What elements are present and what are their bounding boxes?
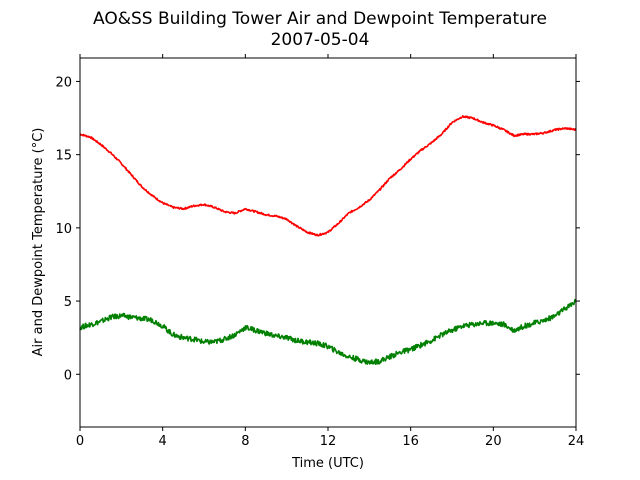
x-tick-label: 20 xyxy=(485,434,502,449)
chart-subtitle: 2007-05-04 xyxy=(271,30,370,50)
x-axis-label: Time (UTC) xyxy=(291,456,364,471)
x-tick-label: 8 xyxy=(241,434,249,449)
y-tick-label: 20 xyxy=(55,75,72,90)
y-tick-label: 0 xyxy=(64,368,72,383)
y-tick-label: 15 xyxy=(55,149,72,164)
series-line-dewpoint xyxy=(79,298,577,366)
x-tick-label: 16 xyxy=(402,434,419,449)
x-tick-label: 0 xyxy=(76,434,84,449)
plot-area: 0 4 8 12 16 20 24 0 5 10 15 20 xyxy=(55,54,584,449)
y-axis-label: Air and Dewpoint Temperature (°C) xyxy=(31,128,46,357)
x-tick-label: 12 xyxy=(320,434,337,449)
series-line-air-temperature xyxy=(79,115,577,237)
x-tick-label: 4 xyxy=(159,434,167,449)
chart-title: AO&SS Building Tower Air and Dewpoint Te… xyxy=(93,9,547,29)
axes-frame xyxy=(79,57,577,428)
y-tick-label: 10 xyxy=(55,222,72,237)
x-tick-label: 24 xyxy=(568,434,585,449)
y-tick-label: 5 xyxy=(64,295,72,310)
